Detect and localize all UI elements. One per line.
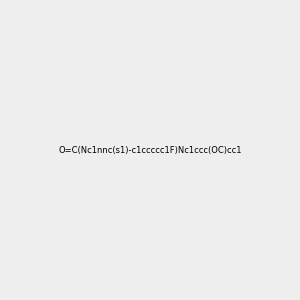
Text: O=C(Nc1nnc(s1)-c1ccccc1F)Nc1ccc(OC)cc1: O=C(Nc1nnc(s1)-c1ccccc1F)Nc1ccc(OC)cc1 [58, 146, 242, 154]
